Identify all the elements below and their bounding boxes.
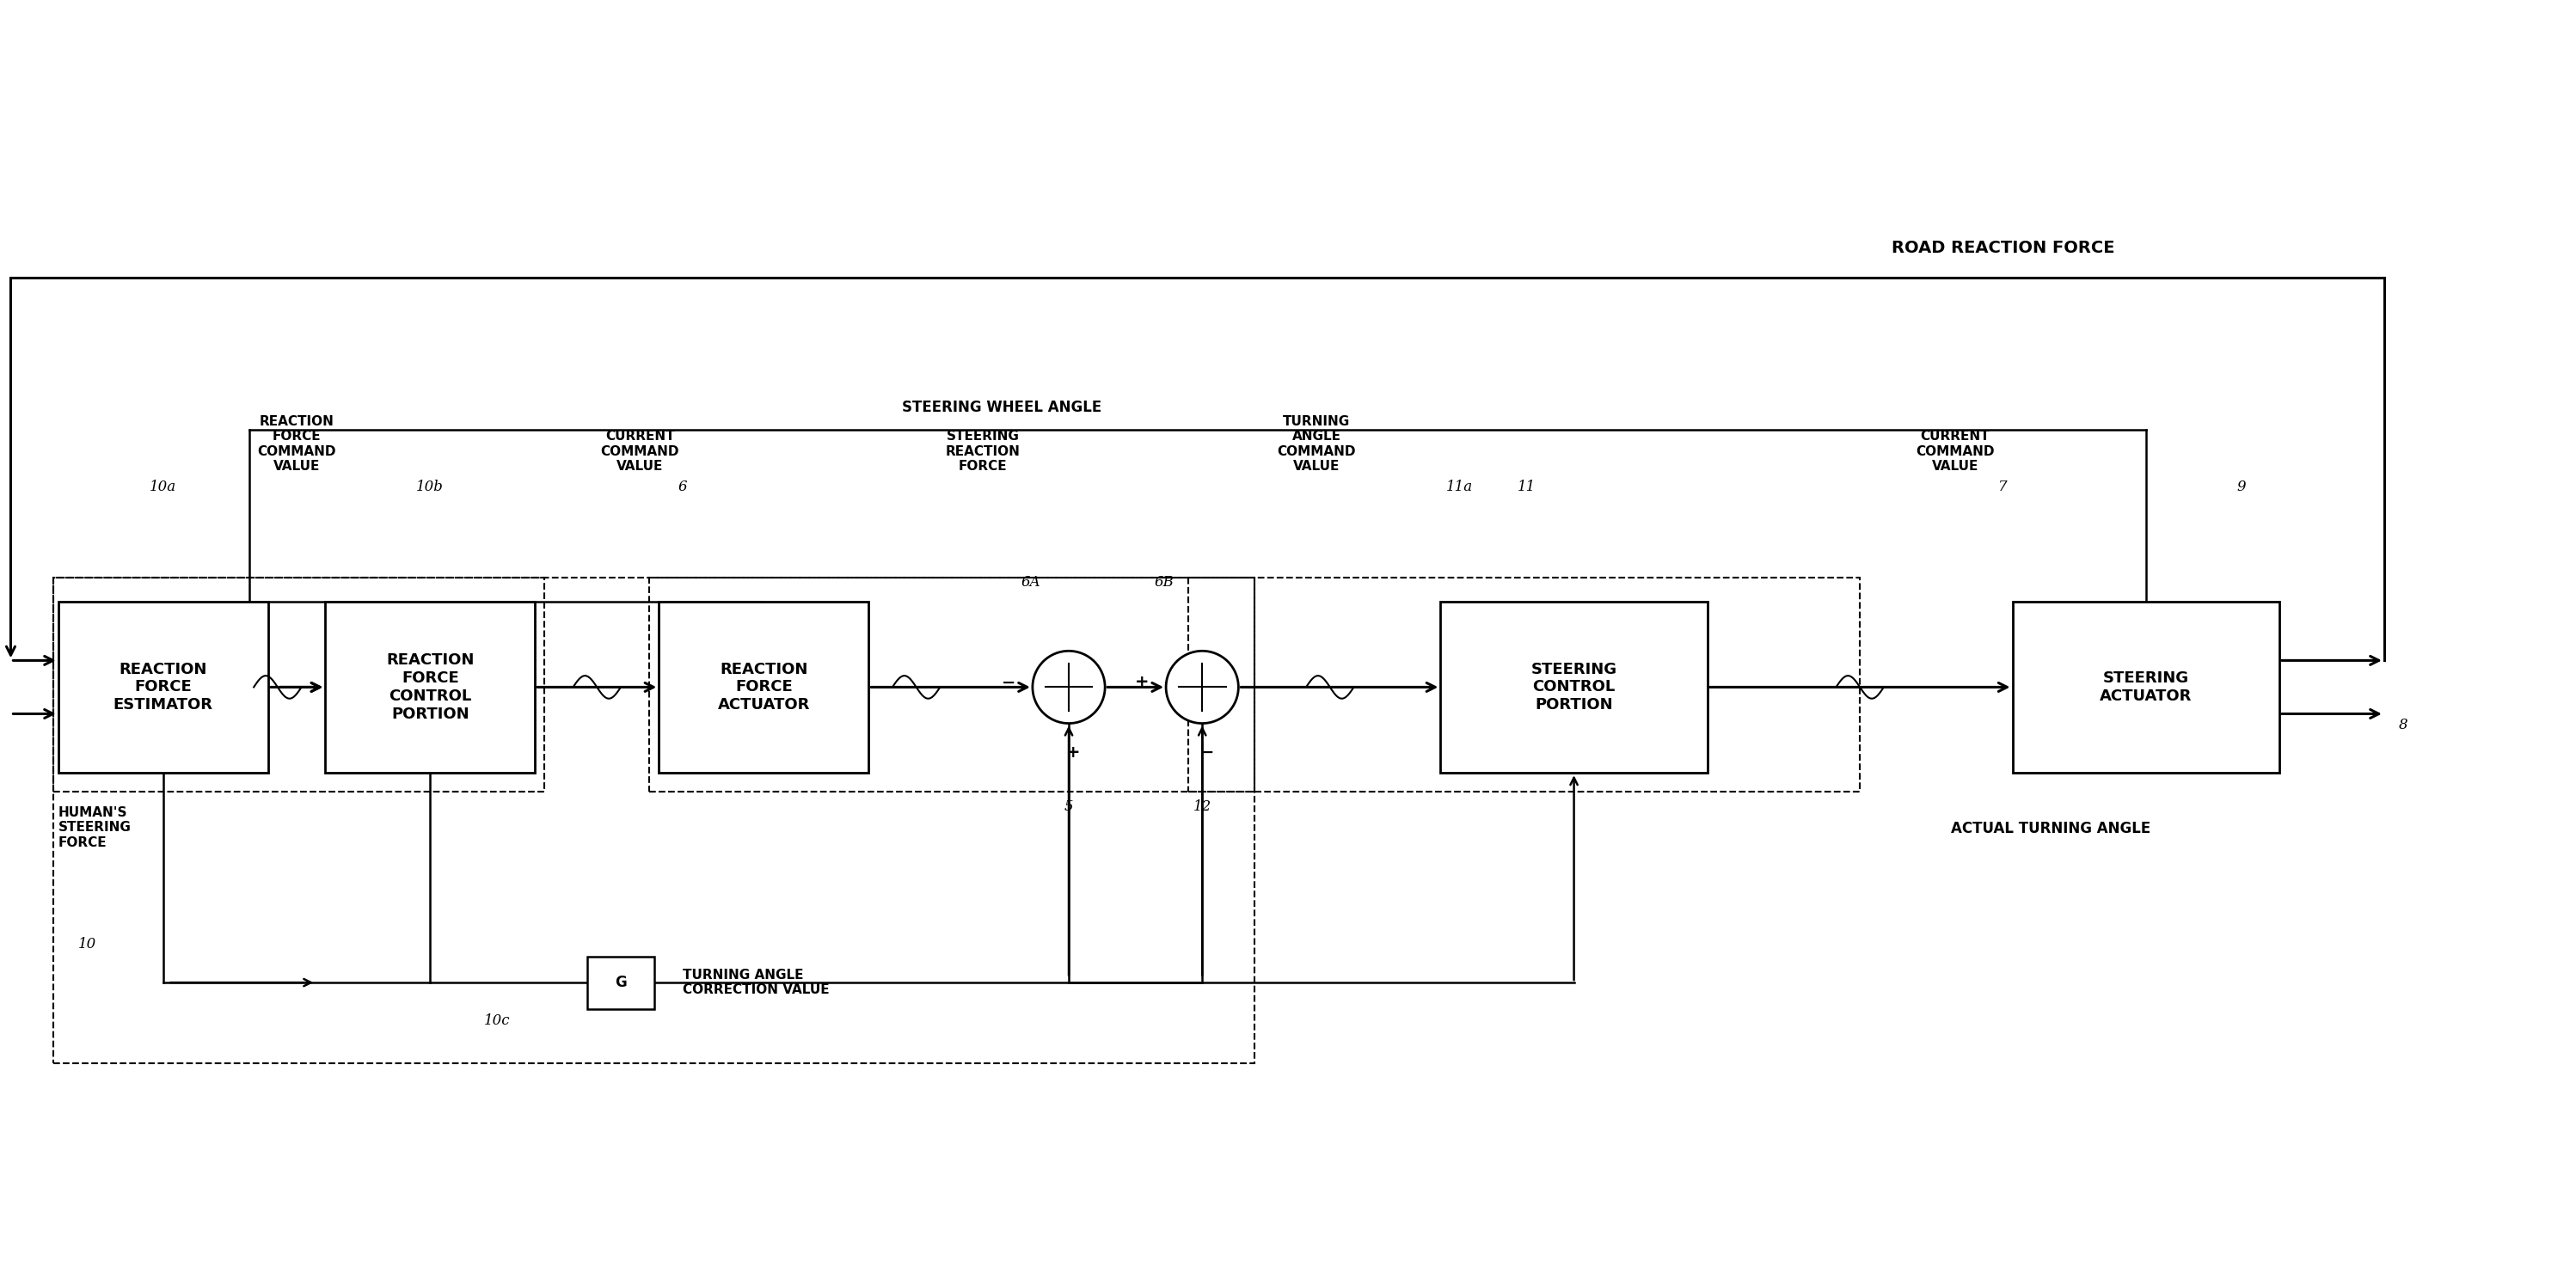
Text: 6A: 6A	[1020, 576, 1041, 590]
Circle shape	[1033, 651, 1105, 724]
Text: TURNING ANGLE
CORRECTION VALUE: TURNING ANGLE CORRECTION VALUE	[683, 968, 829, 996]
Bar	[1440, 601, 1708, 773]
Text: STEERING
ACTUATOR: STEERING ACTUATOR	[2099, 670, 2192, 703]
Text: ACTUAL TURNING ANGLE: ACTUAL TURNING ANGLE	[1950, 821, 2151, 836]
Text: 7: 7	[1999, 480, 2007, 495]
Bar	[54, 578, 1255, 1064]
Bar	[1188, 578, 1860, 792]
Text: CURRENT
COMMAND
VALUE: CURRENT COMMAND VALUE	[1917, 430, 1994, 473]
Text: 9: 9	[2236, 480, 2246, 495]
Text: +: +	[1133, 674, 1149, 691]
Text: −: −	[1200, 744, 1213, 761]
Text: 12: 12	[1193, 799, 1211, 813]
Text: G: G	[616, 975, 626, 990]
Bar	[649, 578, 1255, 792]
Bar	[325, 601, 536, 773]
Bar	[659, 601, 868, 773]
Bar	[59, 601, 268, 773]
Bar	[2012, 601, 2280, 773]
Text: ROAD REACTION FORCE: ROAD REACTION FORCE	[1891, 240, 2115, 256]
Text: 10b: 10b	[417, 480, 443, 495]
Text: TURNING
ANGLE
COMMAND
VALUE: TURNING ANGLE COMMAND VALUE	[1278, 414, 1355, 473]
Circle shape	[1167, 651, 1239, 724]
Text: 10c: 10c	[484, 1013, 510, 1028]
Text: 10: 10	[77, 938, 95, 952]
Text: HUMAN'S
STEERING
FORCE: HUMAN'S STEERING FORCE	[59, 806, 131, 849]
Text: CURRENT
COMMAND
VALUE: CURRENT COMMAND VALUE	[600, 430, 680, 473]
Bar	[54, 578, 544, 792]
Text: 11a: 11a	[1445, 480, 1473, 495]
Text: 10a: 10a	[149, 480, 178, 495]
Text: REACTION
FORCE
ACTUATOR: REACTION FORCE ACTUATOR	[719, 661, 809, 712]
Text: REACTION
FORCE
COMMAND
VALUE: REACTION FORCE COMMAND VALUE	[258, 414, 335, 473]
Text: 11: 11	[1517, 480, 1535, 495]
Text: REACTION
FORCE
ESTIMATOR: REACTION FORCE ESTIMATOR	[113, 661, 214, 712]
Text: −: −	[1002, 674, 1015, 691]
Text: STEERING WHEEL ANGLE: STEERING WHEEL ANGLE	[902, 400, 1103, 416]
Text: +: +	[1066, 744, 1079, 761]
Text: STEERING
CONTROL
PORTION: STEERING CONTROL PORTION	[1530, 661, 1618, 712]
Text: STEERING
REACTION
FORCE: STEERING REACTION FORCE	[945, 430, 1020, 473]
Text: 6: 6	[677, 480, 688, 495]
Bar	[587, 957, 654, 1009]
Text: 5: 5	[1064, 799, 1074, 813]
Text: REACTION
FORCE
CONTROL
PORTION: REACTION FORCE CONTROL PORTION	[386, 652, 474, 721]
Text: 8: 8	[2398, 718, 2409, 733]
Text: 6B: 6B	[1154, 576, 1175, 590]
